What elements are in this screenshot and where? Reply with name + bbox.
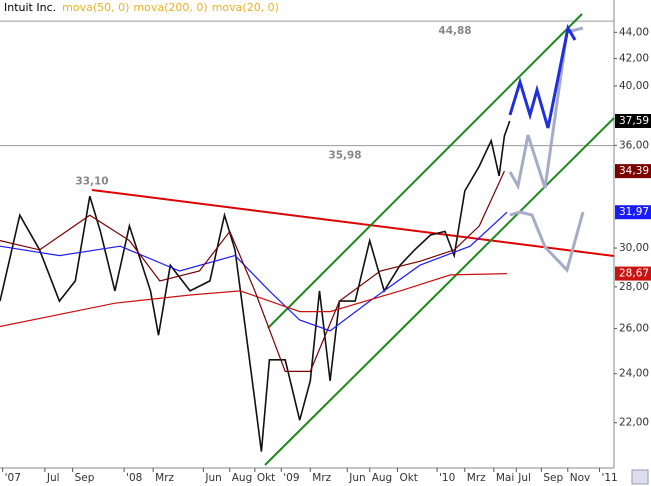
chart-title: Intuit Inc. [4,1,56,14]
x-tick-label: Sep [75,472,95,484]
x-tick-label: Sep [543,472,563,484]
x-tick-label: Jun [348,472,365,484]
last-value-box [615,164,651,179]
x-tick-label: Mrz [467,472,486,484]
moving-average [0,273,508,328]
projection [509,210,585,273]
y-tick-label: 42,00 [619,53,649,65]
level-label: 35,98 [328,150,361,162]
x-tick-label: '09 [283,472,299,484]
x-tick-label: Jul [517,472,531,484]
x-tick-label: '11 [601,472,617,484]
x-tick-label: Mrz [155,472,174,484]
y-tick-label: 36,00 [619,139,649,151]
last-value-box [615,114,651,129]
moving-average [0,170,505,372]
x-tick-label: '08 [126,472,142,484]
trend-line [91,189,615,257]
y-tick-label: 22,00 [619,417,649,429]
y-tick-label: 26,00 [619,323,649,335]
y-tick-label: 40,00 [619,80,649,92]
x-tick-label: Nov [570,472,591,484]
x-tick-label: '07 [5,472,21,484]
legend-item: mova(200, 0) [133,1,207,14]
legend-item: mova(20, 0) [212,1,279,14]
channel-lower [264,117,615,466]
y-tick-label: 24,00 [619,368,649,380]
price-line [0,120,511,452]
drawings [91,13,615,466]
annotation: 33,10 [75,176,108,188]
x-tick-label: Okt [257,472,275,484]
y-tick-label: 30,00 [619,242,649,254]
moving-average [0,211,508,332]
x-tick-label: Mrz [312,472,331,484]
x-tick-label: Okt [399,472,417,484]
x-tick-label: Jul [46,472,60,484]
corner-icon[interactable] [631,469,649,485]
last-value-box [615,266,651,281]
last-value-label: 37,59 [619,115,649,127]
x-tick-label: Jun [204,472,221,484]
x-tick-label: Aug [372,472,393,484]
x-tick-label: '10 [439,472,455,484]
x-tick-label: Mai [496,472,514,484]
legend-item: mova(50, 0) [62,1,129,14]
last-value-label: 34,39 [619,165,649,177]
last-value-label: 28,67 [619,268,649,280]
last-value-box [615,205,651,220]
projection [508,23,577,129]
x-tick-label: Aug [232,472,253,484]
channel-upper [267,13,583,329]
y-tick-label: 44,00 [619,26,649,38]
y-tick-label: 28,00 [619,281,649,293]
level-label: 44,88 [438,25,471,37]
last-value-label: 31,97 [619,206,649,218]
